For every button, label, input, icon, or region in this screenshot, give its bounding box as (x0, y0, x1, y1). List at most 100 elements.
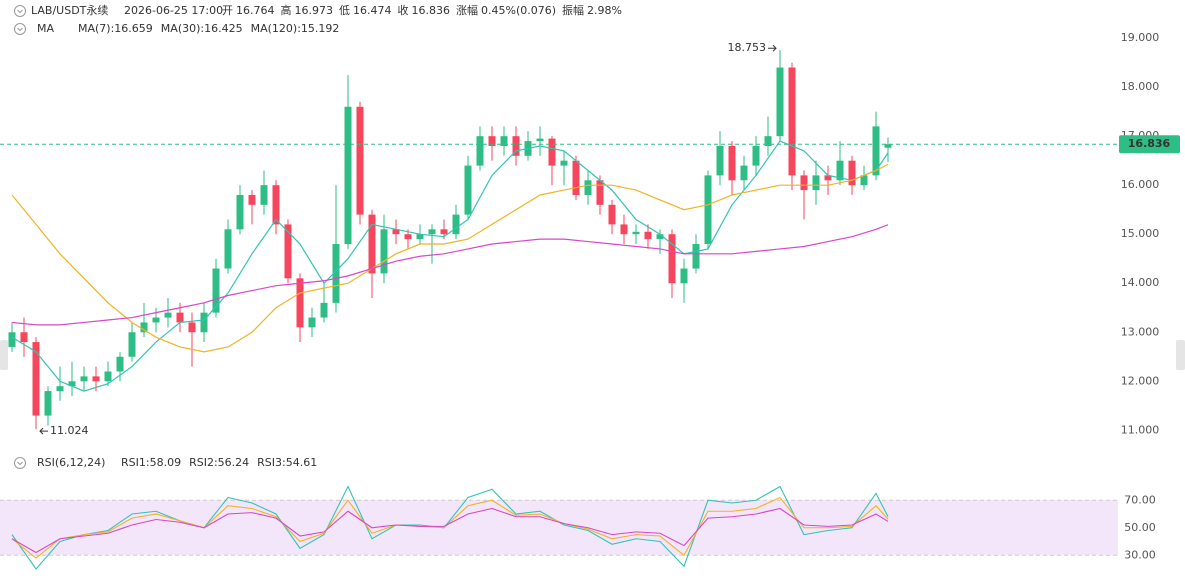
candle-body (848, 160, 856, 186)
candle-body (164, 312, 172, 318)
y-tick-label: 70.00 (1124, 493, 1156, 506)
candle-body (356, 106, 364, 215)
scroll-left[interactable] (0, 340, 8, 370)
field-label: 高 (281, 3, 292, 17)
field-label: 收 (398, 3, 409, 17)
candle-body (764, 136, 772, 146)
ma-line (11, 224, 889, 326)
field-value: 0.45%(0.076) (481, 4, 556, 17)
y-tick-label: 30.00 (1124, 548, 1156, 561)
candle-body (488, 136, 496, 146)
rsi-title: RSI(6,12,24) (37, 456, 105, 469)
legend-entry: MA(120):15.192 (251, 22, 340, 35)
field-value: 2.98% (587, 4, 622, 17)
y-tick-label: 18.000 (1121, 80, 1160, 93)
candle-body (392, 229, 400, 235)
candle-body (860, 175, 868, 186)
y-tick-label: 13.000 (1121, 325, 1160, 338)
candle-body (380, 229, 388, 274)
candle-body (596, 180, 604, 205)
candle-body (740, 165, 748, 181)
candle-body (464, 165, 472, 215)
candle-body (128, 332, 136, 357)
y-tick-label: 12.000 (1121, 374, 1160, 387)
y-tick-label: 11.000 (1121, 423, 1160, 436)
candle-body (32, 342, 40, 416)
max-arrow (768, 44, 777, 52)
candle-body (332, 244, 340, 303)
candle-body (716, 145, 724, 176)
candle-body (680, 268, 688, 284)
candle-body (320, 302, 328, 318)
header-icon[interactable] (14, 5, 26, 17)
candle-body (644, 231, 652, 240)
candle-body (608, 204, 616, 225)
candle-body (56, 386, 64, 392)
field-label: 涨幅 (456, 4, 478, 17)
last-price-label: 16.836 (1128, 137, 1171, 150)
legend-entry: RSI2:56.24 (189, 456, 249, 469)
candle-body (560, 160, 568, 166)
candle-body (692, 244, 700, 269)
ma-icon[interactable] (14, 23, 26, 35)
candle-body (788, 67, 796, 176)
time: 2026-06-25 17:00 (124, 4, 223, 17)
candle-body (116, 356, 124, 372)
candle-body (44, 391, 52, 416)
candle-body (344, 106, 352, 245)
candle-body (704, 175, 712, 245)
rsi-line (11, 507, 889, 554)
candle-body (236, 195, 244, 230)
candle-body (272, 185, 280, 225)
y-tick-label: 16.000 (1121, 178, 1160, 191)
candle-body (212, 268, 220, 313)
candle-body (284, 224, 292, 279)
y-tick-label: 50.00 (1124, 521, 1156, 534)
y-tick-label: 19.000 (1121, 31, 1160, 44)
legend-entry: RSI1:58.09 (121, 456, 181, 469)
rsi-icon[interactable] (14, 457, 26, 469)
symbol: LAB/USDT永续 (31, 3, 108, 17)
candle-body (308, 317, 316, 328)
candle-body (140, 322, 148, 333)
field-value: 16.764 (236, 4, 275, 17)
candle-body (80, 376, 88, 382)
y-tick-label: 15.000 (1121, 227, 1160, 240)
candle-body (656, 234, 664, 240)
candle-body (428, 229, 436, 235)
field-label: 开 (222, 4, 233, 17)
candle-body (452, 214, 460, 235)
candle-body (572, 160, 580, 195)
rsi-band (0, 500, 1118, 556)
candle-body (824, 175, 832, 181)
field-label: 低 (339, 4, 350, 17)
candle-body (68, 381, 76, 387)
candle-body (296, 278, 304, 328)
candle-body (476, 136, 484, 166)
legend-entry: MA(7):16.659 (78, 22, 153, 35)
candle-body (188, 322, 196, 333)
candle-body (416, 234, 424, 240)
scroll-right[interactable] (1176, 340, 1185, 370)
candle-body (500, 136, 508, 146)
candle-body (92, 376, 100, 382)
candle-body (440, 229, 448, 235)
y-tick-label: 14.000 (1121, 276, 1160, 289)
last-price-tag (1119, 135, 1180, 154)
min-arrow (39, 427, 48, 435)
rsi-line (11, 485, 889, 570)
ma-title: MA (37, 22, 54, 35)
candle-body (668, 234, 676, 284)
candle-body (368, 214, 376, 274)
field-value: 16.973 (295, 4, 334, 17)
candle-body (248, 195, 256, 205)
candle-body (200, 312, 208, 333)
candle-body (584, 180, 592, 195)
candle-body (800, 175, 808, 191)
candle-body (224, 229, 232, 269)
candle-body (812, 175, 820, 191)
candle-body (836, 160, 844, 181)
candle-body (260, 185, 268, 205)
candle-body (728, 145, 736, 181)
